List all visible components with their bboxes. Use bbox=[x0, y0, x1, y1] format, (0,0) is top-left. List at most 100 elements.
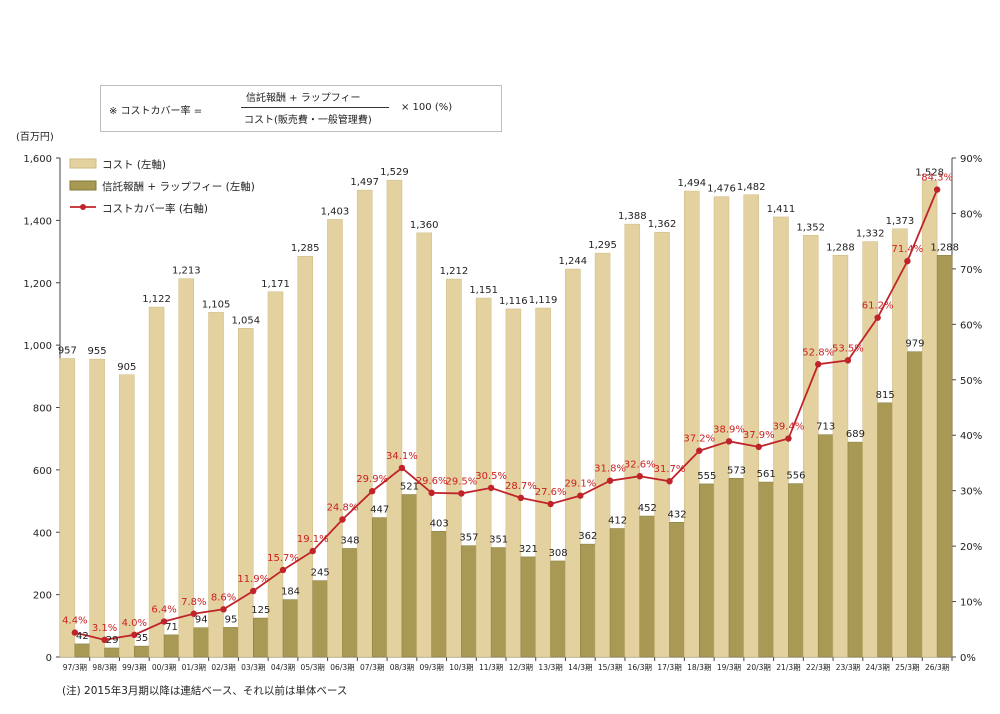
fee-bar bbox=[877, 402, 893, 658]
fee-value-label: 815 bbox=[876, 390, 895, 401]
cost-bar bbox=[535, 307, 551, 658]
ratio-point bbox=[369, 488, 376, 495]
fee-bar bbox=[490, 547, 507, 658]
cost-bar bbox=[178, 278, 195, 658]
fee-value-label: 125 bbox=[251, 605, 270, 616]
ratio-value-label: 3.1% bbox=[92, 623, 117, 634]
cost-value-label: 1,411 bbox=[767, 204, 796, 215]
cost-bar bbox=[505, 308, 522, 658]
fee-bar bbox=[728, 478, 745, 658]
x-tick-label: 01/3期 bbox=[182, 663, 206, 672]
fee-bar bbox=[550, 560, 566, 658]
fee-bar bbox=[758, 481, 774, 658]
x-tick-label: 09/3期 bbox=[419, 663, 443, 672]
cost-bar bbox=[238, 328, 254, 658]
cost-bar bbox=[267, 291, 284, 658]
ratio-value-label: 29.1% bbox=[564, 479, 596, 490]
legend-swatch-fee bbox=[69, 180, 97, 191]
cost-bar bbox=[208, 312, 224, 658]
cost-bar bbox=[59, 358, 76, 658]
y-right-tick-label: 80% bbox=[960, 209, 982, 220]
legend-label-cost: コスト (左軸) bbox=[102, 158, 166, 171]
ratio-point bbox=[696, 447, 703, 454]
cost-value-label: 905 bbox=[117, 362, 136, 373]
ratio-point bbox=[725, 438, 733, 445]
y-left-tick-label: 1,400 bbox=[23, 216, 52, 227]
fee-value-label: 308 bbox=[549, 548, 568, 559]
cost-value-label: 1,285 bbox=[291, 243, 320, 254]
ratio-value-label: 84.3% bbox=[921, 173, 953, 184]
ratio-value-label: 4.4% bbox=[62, 616, 87, 627]
formula-fraction-line bbox=[241, 107, 389, 108]
x-tick-label: 07/3期 bbox=[360, 663, 384, 672]
fee-value-label: 452 bbox=[638, 503, 657, 514]
fee-value-label: 35 bbox=[135, 633, 148, 644]
x-tick-label: 19/3期 bbox=[717, 663, 741, 672]
ratio-point bbox=[785, 435, 792, 442]
fee-bar bbox=[847, 441, 864, 658]
fee-bar bbox=[401, 494, 418, 658]
formula-denominator: コスト(販売費・一般管理費) bbox=[244, 115, 372, 126]
cost-value-label: 1,388 bbox=[618, 211, 647, 222]
ratio-value-label: 24.8% bbox=[327, 502, 359, 513]
ratio-point bbox=[666, 478, 673, 485]
cost-bar bbox=[356, 189, 373, 658]
cost-value-label: 1,373 bbox=[886, 216, 915, 227]
fee-value-label: 184 bbox=[281, 587, 300, 598]
x-tick-label: 15/3期 bbox=[598, 663, 622, 672]
fee-bar bbox=[461, 545, 477, 658]
fee-value-label: 979 bbox=[905, 339, 924, 350]
x-tick-label: 04/3期 bbox=[271, 663, 295, 672]
fee-value-label: 412 bbox=[608, 516, 627, 527]
fee-bar bbox=[193, 627, 210, 658]
cost-bar bbox=[654, 231, 670, 658]
fee-value-label: 71 bbox=[165, 622, 178, 633]
cost-value-label: 1,497 bbox=[350, 177, 379, 188]
x-tick-label: 06/3期 bbox=[330, 663, 354, 672]
cost-bar bbox=[565, 268, 581, 658]
cost-value-label: 1,119 bbox=[529, 295, 558, 306]
formula-prefix: ※ コストカバー率 = bbox=[109, 106, 203, 117]
fee-value-label: 713 bbox=[816, 422, 835, 433]
cost-bar bbox=[475, 297, 492, 658]
ratio-value-label: 29.5% bbox=[446, 476, 478, 487]
fee-value-label: 29 bbox=[106, 635, 119, 646]
x-tick-label: 18/3期 bbox=[687, 663, 711, 672]
ratio-value-label: 52.8% bbox=[802, 347, 834, 358]
cost-value-label: 1,352 bbox=[796, 222, 825, 233]
ratio-point bbox=[636, 473, 643, 480]
ratio-point bbox=[309, 547, 316, 555]
x-tick-label: 25/3期 bbox=[895, 663, 919, 672]
cost-value-label: 1,482 bbox=[737, 182, 766, 193]
x-tick-label: 26/3期 bbox=[925, 663, 949, 672]
legend-marker-ratio bbox=[80, 204, 86, 210]
fee-bar bbox=[223, 627, 239, 658]
x-tick-label: 08/3期 bbox=[390, 663, 414, 672]
fee-bar bbox=[580, 543, 596, 658]
ratio-point bbox=[339, 516, 346, 523]
fee-value-label: 94 bbox=[195, 615, 208, 626]
x-tick-label: 20/3期 bbox=[747, 663, 771, 672]
cost-value-label: 1,362 bbox=[648, 219, 677, 230]
y-left-tick-label: 800 bbox=[33, 404, 52, 415]
cost-value-label: 1,151 bbox=[469, 285, 498, 296]
ratio-point bbox=[131, 631, 138, 639]
fee-value-label: 403 bbox=[430, 518, 449, 529]
ratio-value-label: 31.8% bbox=[594, 464, 626, 475]
y-right-tick-label: 20% bbox=[960, 542, 982, 553]
ratio-point bbox=[517, 494, 525, 502]
ratio-value-label: 29.9% bbox=[356, 474, 388, 485]
y-left-tick-label: 0 bbox=[46, 653, 52, 664]
fee-value-label: 348 bbox=[340, 535, 359, 546]
y-right-tick-label: 0% bbox=[960, 653, 976, 664]
ratio-value-label: 4.0% bbox=[122, 618, 147, 629]
ratio-value-label: 37.9% bbox=[743, 430, 775, 441]
x-tick-label: 98/3期 bbox=[92, 663, 116, 672]
ratio-value-label: 11.9% bbox=[237, 574, 269, 585]
ratio-value-label: 29.6% bbox=[416, 476, 448, 487]
ratio-point bbox=[71, 629, 79, 636]
fee-bar bbox=[639, 515, 656, 658]
cost-bar bbox=[684, 190, 700, 658]
fee-value-label: 556 bbox=[786, 471, 805, 482]
y-right-tick-label: 30% bbox=[960, 487, 982, 498]
